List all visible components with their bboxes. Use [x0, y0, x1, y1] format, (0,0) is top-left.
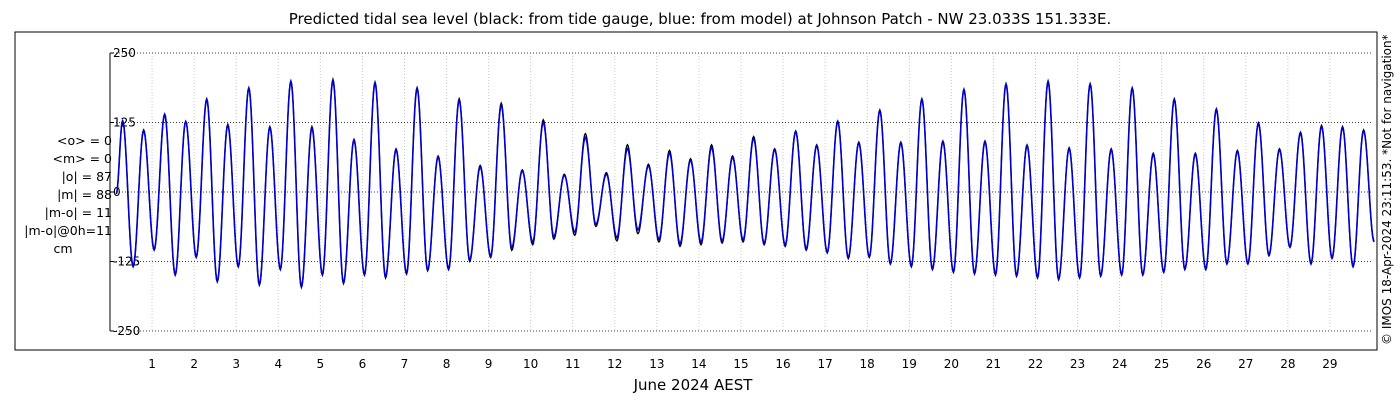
stat-mean-obs: <o> = 0 — [57, 133, 112, 148]
x-tick-label: 9 — [485, 357, 493, 371]
y-tick-label: 125 — [113, 116, 136, 130]
x-tick-label: 2 — [190, 357, 198, 371]
series-line-from-model — [115, 78, 1375, 290]
x-tick-label: 19 — [902, 357, 917, 371]
chart-title: Predicted tidal sea level (black: from t… — [288, 10, 1112, 28]
x-tick-label: 25 — [1154, 357, 1169, 371]
series-layer — [115, 76, 1375, 290]
x-tick-label: 6 — [359, 357, 367, 371]
x-tick-label: 14 — [691, 357, 706, 371]
stat-abs-diff-0h: |m-o|@0h=11 — [24, 223, 112, 238]
x-tick-label: 11 — [565, 357, 580, 371]
x-tick-label: 3 — [232, 357, 240, 371]
x-tick-label: 13 — [649, 357, 664, 371]
stat-unit: cm — [53, 241, 73, 256]
x-tick-label: 22 — [1028, 357, 1043, 371]
y-tick-label: -250 — [113, 324, 140, 338]
x-tick-label: 5 — [317, 357, 325, 371]
axes — [109, 52, 114, 332]
y-tick-label: -125 — [113, 255, 140, 269]
x-tick-label: 7 — [401, 357, 409, 371]
x-tick-label: 15 — [733, 357, 748, 371]
x-tick-label: 24 — [1112, 357, 1127, 371]
stat-abs-model: |m| = 88 — [57, 187, 112, 202]
x-tick-label: 26 — [1196, 357, 1211, 371]
x-tick-label: 12 — [607, 357, 622, 371]
x-tick-label: 4 — [274, 357, 282, 371]
stats-panel: <o> = 0 <m> = 0 |o| = 87 |m| = 88 |m-o| … — [0, 132, 112, 258]
x-tick-label: 16 — [775, 357, 790, 371]
outer-frame — [14, 31, 1378, 351]
x-axis-label: June 2024 AEST — [633, 376, 754, 394]
x-tick-label: 17 — [817, 357, 832, 371]
y-tick-label: 250 — [113, 46, 136, 60]
stat-abs-diff: |m-o| = 11 — [44, 205, 112, 220]
x-tick-label: 18 — [860, 357, 875, 371]
x-tick-label: 21 — [986, 357, 1001, 371]
x-tick-label: 28 — [1280, 357, 1295, 371]
x-tick-label: 27 — [1238, 357, 1253, 371]
stat-abs-obs: |o| = 87 — [61, 169, 112, 184]
x-tick-label: 8 — [443, 357, 451, 371]
x-tick-label: 20 — [944, 357, 959, 371]
stat-mean-model: <m> = 0 — [52, 151, 113, 166]
x-tick-label: 29 — [1322, 357, 1337, 371]
x-tick-label: 1 — [148, 357, 156, 371]
copyright-notice: © IMOS 18-Apr-2024 23:11:53. *Not for na… — [1380, 34, 1394, 345]
grid — [110, 52, 1372, 332]
x-tick-label: 23 — [1070, 357, 1085, 371]
x-tick-label: 10 — [523, 357, 538, 371]
